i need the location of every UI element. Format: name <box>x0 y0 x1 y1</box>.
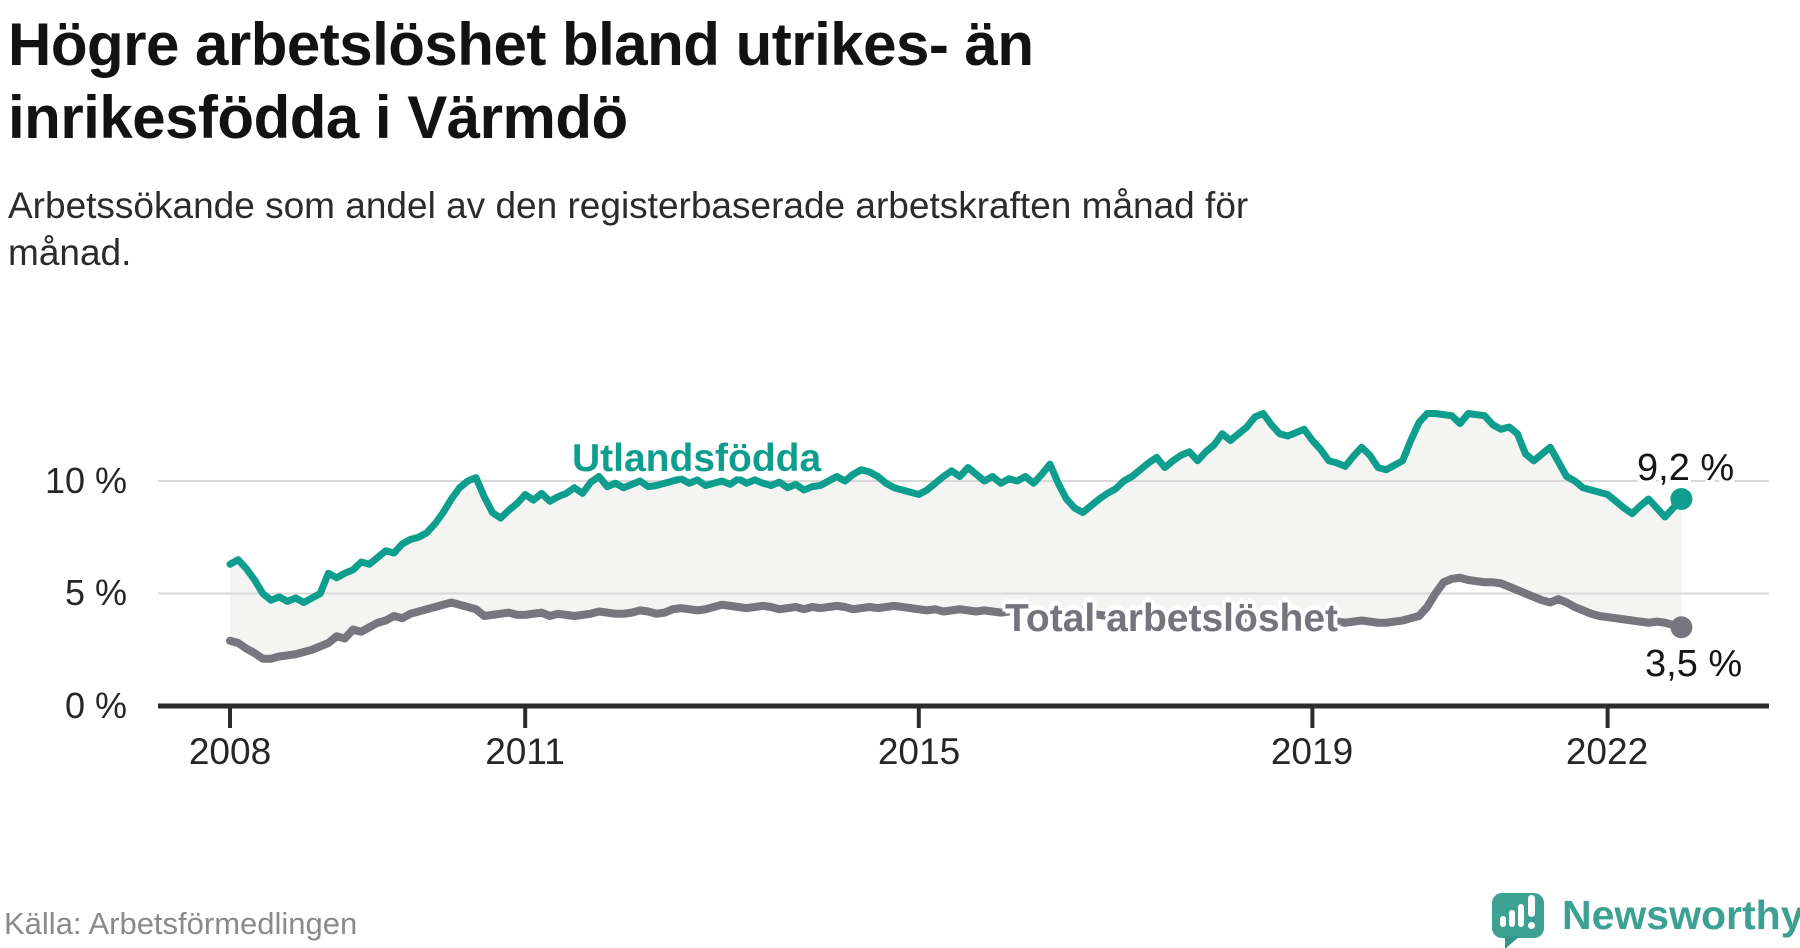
end-value-label-utlandsfodda: 9,2 % <box>1637 447 1735 489</box>
page-title: Högre arbetslöshet bland utrikes- än inr… <box>8 8 1528 154</box>
x-axis-label-2015: 2015 <box>877 731 961 772</box>
end-value-label-total: 3,5 % <box>1645 643 1743 685</box>
chart-subtitle: Arbetssökande som andel av den registerb… <box>8 182 1508 276</box>
x-axis-label-2008: 2008 <box>188 731 272 772</box>
logo-exclamation-dot <box>1528 921 1535 929</box>
speech-bubble-tail <box>1505 935 1520 948</box>
title-line-1: Högre arbetslöshet bland utrikes- än <box>8 11 1034 78</box>
subtitle-line-1: Arbetssökande som andel av den registerb… <box>8 185 1249 226</box>
logo-bar-1 <box>1500 915 1506 927</box>
title-line-2: inrikesfödda i Värmdö <box>8 84 628 151</box>
x-axis-label-2011: 2011 <box>485 731 565 772</box>
logo-bar-2 <box>1509 909 1515 927</box>
newsworthy-speech-bubble-barchart-icon <box>1492 892 1544 948</box>
x-axis-label-2019: 2019 <box>1270 731 1354 772</box>
source-attribution: Källa: Arbetsförmedlingen <box>4 906 358 941</box>
x-axis-label-2022: 2022 <box>1565 731 1649 772</box>
subtitle-line-2: månad. <box>8 232 132 273</box>
series-label-utlandsfodda: Utlandsfödda <box>572 437 822 480</box>
y-axis-label-5: 5 % <box>64 572 127 613</box>
series-label-total-arbetsloshet: Total arbetslöshet <box>1005 597 1339 640</box>
y-axis-label-10: 10 % <box>44 460 127 501</box>
logo-bar-3 <box>1518 903 1524 927</box>
newsworthy-logo-text: Newsworthy <box>1562 891 1800 938</box>
newsworthy-logo: Newsworthy <box>1492 890 1800 948</box>
logo-exclamation-mark <box>1528 894 1535 917</box>
y-axis-label-0: 0 % <box>64 685 127 726</box>
